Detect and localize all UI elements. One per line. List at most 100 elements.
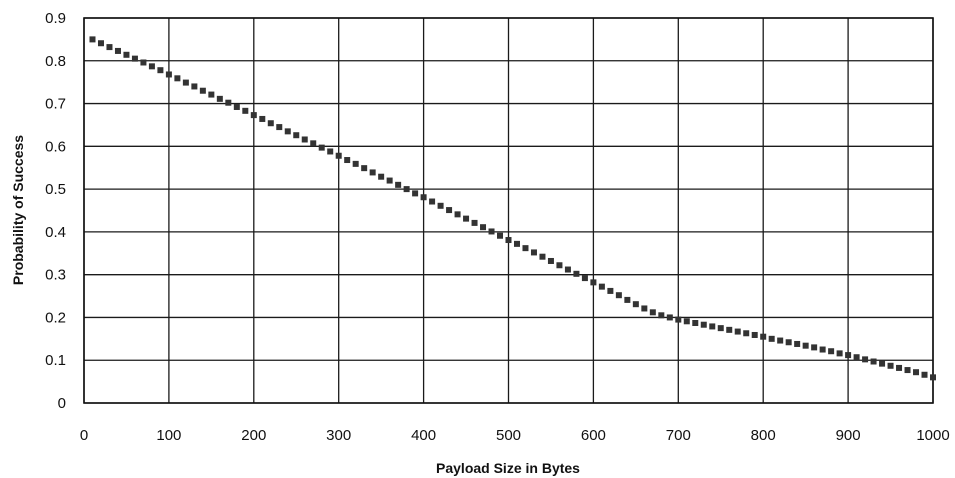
x-tick-label: 900 [836, 427, 861, 444]
data-point [930, 374, 936, 381]
data-point [259, 115, 266, 122]
data-point [777, 337, 784, 344]
data-point [318, 144, 325, 151]
data-point [513, 240, 520, 247]
data-point [446, 207, 453, 214]
data-point [590, 279, 597, 286]
data-point [726, 326, 733, 333]
data-point [607, 287, 614, 294]
data-point [97, 40, 104, 47]
data-point [921, 371, 928, 378]
data-point [896, 364, 903, 371]
y-tick-label: 0.8 [45, 53, 66, 70]
data-point [250, 112, 257, 119]
y-tick-label: 0 [58, 395, 66, 412]
data-point [89, 36, 96, 43]
data-point [658, 312, 665, 319]
y-tick-label: 0.3 [45, 267, 66, 284]
data-point [624, 296, 631, 303]
data-point [174, 75, 181, 82]
data-point [497, 232, 504, 239]
data-point [760, 333, 767, 340]
data-point [216, 95, 223, 102]
data-point [369, 169, 376, 176]
data-point [530, 249, 537, 256]
data-point [743, 330, 750, 337]
data-point [632, 301, 639, 308]
data-point [649, 309, 656, 316]
y-tick-label: 0.5 [45, 181, 66, 198]
data-point [182, 79, 189, 86]
y-axis-tick-labels: 0 0.1 0.2 0.3 0.4 0.5 0.6 0.7 0.8 0.9 [45, 10, 66, 412]
data-point [327, 148, 334, 155]
data-point [598, 283, 605, 290]
data-point [429, 198, 436, 205]
x-tick-label: 200 [241, 427, 266, 444]
data-point [802, 342, 809, 349]
data-point [293, 132, 300, 139]
data-point [811, 344, 818, 351]
data-point [386, 177, 393, 184]
data-point [785, 339, 792, 346]
x-tick-label: 600 [581, 427, 606, 444]
data-point [879, 360, 886, 367]
data-point [904, 367, 911, 374]
data-point [131, 55, 138, 62]
data-point [208, 91, 215, 98]
data-point [683, 318, 690, 325]
data-point [344, 157, 351, 164]
y-tick-label: 0.7 [45, 96, 66, 113]
x-tick-label: 400 [411, 427, 436, 444]
data-point [488, 228, 495, 235]
x-axis-title: Payload Size in Bytes [436, 460, 580, 476]
data-point [828, 348, 835, 355]
y-tick-label: 0.9 [45, 10, 66, 27]
data-point [480, 224, 487, 231]
data-point [887, 362, 894, 369]
data-point [335, 152, 342, 159]
y-tick-label: 0.1 [45, 352, 66, 369]
data-point [412, 190, 419, 197]
data-point [157, 67, 164, 74]
plot-area-frame [83, 17, 934, 404]
x-tick-label: 700 [666, 427, 691, 444]
data-point [794, 340, 801, 347]
data-point [140, 59, 147, 66]
data-point [454, 211, 461, 218]
x-tick-label: 100 [156, 427, 181, 444]
data-point [836, 350, 843, 357]
data-point [378, 173, 385, 180]
data-point [361, 165, 368, 172]
x-tick-label: 300 [326, 427, 351, 444]
data-point [123, 51, 130, 58]
data-point [700, 321, 707, 328]
data-point [505, 237, 512, 244]
x-tick-label: 1000 [916, 427, 949, 444]
data-point [114, 47, 121, 54]
data-point [148, 63, 155, 70]
data-point [862, 356, 869, 363]
data-point [420, 194, 427, 201]
data-point [403, 186, 410, 193]
y-axis-title: Probability of Success [10, 135, 26, 285]
data-point [913, 369, 920, 376]
data-point [641, 305, 648, 312]
data-point [225, 99, 232, 106]
data-point [233, 103, 240, 110]
data-point [853, 354, 860, 361]
x-axis-tick-labels: 0 100 200 300 400 500 600 700 800 900 1000 [80, 427, 950, 444]
data-point [471, 219, 478, 226]
data-point [165, 71, 172, 78]
y-tick-label: 0.6 [45, 138, 66, 155]
data-point [267, 120, 274, 127]
data-point [437, 202, 444, 209]
data-point [870, 358, 877, 365]
data-point [675, 316, 682, 323]
data-point [573, 270, 580, 277]
data-points [89, 36, 936, 381]
y-tick-label: 0.2 [45, 309, 66, 326]
x-tick-label: 800 [751, 427, 776, 444]
data-point [717, 325, 724, 332]
y-tick-label: 0.4 [45, 224, 66, 241]
